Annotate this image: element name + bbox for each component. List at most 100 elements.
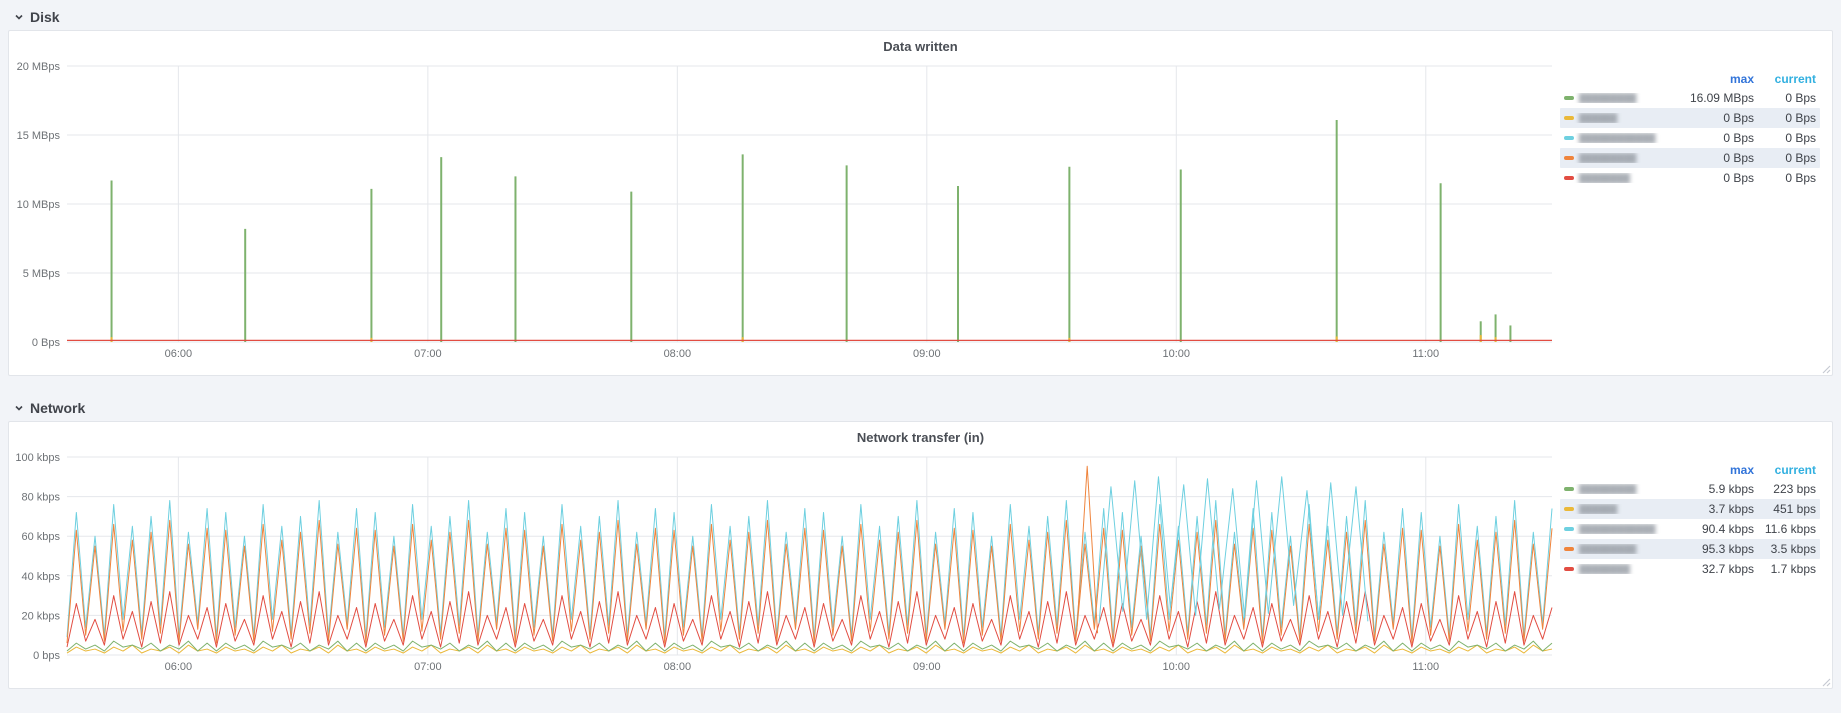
x-axis-label: 08:00: [664, 661, 692, 673]
panel-resize-handle[interactable]: [1822, 678, 1831, 687]
series-name-blurred: █████████: [1579, 544, 1637, 554]
x-axis-label: 06:00: [165, 661, 193, 673]
series-name-blurred: ████████: [1579, 173, 1631, 183]
legend-row[interactable]: █████████ 95.3 kbps 3.5 kbps: [1560, 539, 1820, 559]
panel-row: Data written 06:00 07:00 08:00 09:00 10:00 11:…: [0, 30, 1841, 376]
panel-title[interactable]: Data written: [883, 39, 958, 54]
series-color-swatch: [1564, 176, 1574, 180]
series-name-blurred: █████████: [1579, 153, 1637, 163]
section-header-network[interactable]: Network: [0, 376, 85, 421]
legend-row[interactable]: ██████ 0 Bps 0 Bps: [1560, 108, 1820, 128]
legend-current-value: 0 Bps: [1785, 91, 1816, 105]
legend-series: ████████: [1564, 564, 1666, 574]
x-axis-label: 07:00: [414, 348, 442, 360]
series-color-swatch: [1564, 547, 1574, 551]
series-name-blurred: ████████████: [1579, 524, 1656, 534]
legend-row[interactable]: ██████ 3.7 kbps 451 bps: [1560, 499, 1820, 519]
series-name-blurred: █████████: [1579, 93, 1637, 103]
legend-max-value: 32.7 kbps: [1701, 562, 1754, 576]
legend-row[interactable]: ████████ 0 Bps 0 Bps: [1560, 168, 1820, 188]
legend-current-value: 0 Bps: [1785, 111, 1816, 125]
legend-current-value: 223 bps: [1773, 482, 1816, 496]
legend-series: ████████████: [1564, 524, 1666, 534]
legend-max-value: 0 Bps: [1723, 171, 1754, 185]
legend-header: max current: [1560, 461, 1820, 479]
y-axis-label: 40 kbps: [21, 571, 60, 583]
y-axis-label: 20 MBps: [17, 61, 61, 73]
panel-row: Network transfer (in) 06:00 07:00 08:00 09:0…: [0, 421, 1841, 689]
legend-row[interactable]: ████████ 32.7 kbps 1.7 kbps: [1560, 559, 1820, 579]
legend-current-value: 0 Bps: [1785, 131, 1816, 145]
legend-current-value: 0 Bps: [1785, 171, 1816, 185]
x-axis-label: 09:00: [913, 661, 941, 673]
x-axis-label: 10:00: [1163, 348, 1191, 360]
chart-canvas: 06:00 07:00 08:00 09:00 10:00 11:00 0 Bps 5 MBp…: [17, 61, 1552, 360]
legend-row[interactable]: █████████ 16.09 MBps 0 Bps: [1560, 88, 1820, 108]
series-name-blurred: ████████: [1579, 564, 1631, 574]
legend-col-max[interactable]: max: [1729, 72, 1754, 86]
legend-current-value: 3.5 kbps: [1770, 542, 1816, 556]
chart-canvas: 06:00 07:00 08:00 09:00 10:00 11:00 0 bps 20 kb…: [15, 452, 1553, 673]
legend-row[interactable]: ████████████ 90.4 kbps 11.6 kbps: [1560, 519, 1820, 539]
series-name-blurred: ██████: [1579, 504, 1618, 514]
legend-series: ██████: [1564, 504, 1666, 514]
y-axis-label: 5 MBps: [23, 268, 61, 280]
section-title: Disk: [30, 9, 60, 25]
chart-data-written[interactable]: 06:00 07:00 08:00 09:00 10:00 11:00 0 Bps 5 MBp…: [11, 56, 1558, 364]
legend-max-value: 90.4 kbps: [1701, 522, 1754, 536]
x-axis-label: 06:00: [165, 348, 193, 360]
legend-row[interactable]: █████████ 5.9 kbps 223 bps: [1560, 479, 1820, 499]
legend-current-value: 451 bps: [1773, 502, 1816, 516]
legend-series: █████████: [1564, 153, 1666, 163]
y-axis-label: 20 kbps: [21, 610, 60, 622]
x-axis-label: 09:00: [913, 348, 941, 360]
dashboard: Disk Data written 06:00 07:00 08:00 09:00 10:0…: [0, 0, 1841, 689]
legend-current-value: 11.6 kbps: [1764, 522, 1816, 536]
x-axis-label: 11:00: [1412, 348, 1439, 360]
series-color-swatch: [1564, 527, 1574, 531]
legend: max current █████████ 16.09 MBps 0 Bps ██████…: [1558, 56, 1826, 364]
panel-title[interactable]: Network transfer (in): [856, 430, 985, 445]
legend-max-value: 0 Bps: [1723, 151, 1754, 165]
x-axis-label: 07:00: [414, 661, 442, 673]
legend-series: ████████████: [1564, 133, 1666, 143]
series-color-swatch: [1564, 116, 1574, 120]
legend-series: ██████: [1564, 113, 1666, 123]
x-axis-label: 11:00: [1412, 661, 1439, 673]
y-axis-label: 10 MBps: [17, 199, 61, 211]
series-name-blurred: ██████: [1579, 113, 1618, 123]
panel-body: 06:00 07:00 08:00 09:00 10:00 11:00 0 Bps 5 MBp…: [9, 54, 1832, 364]
chart-network-transfer-in[interactable]: 06:00 07:00 08:00 09:00 10:00 11:00 0 bps 20 kb…: [11, 447, 1558, 677]
legend: max current █████████ 5.9 kbps 223 bps ██████…: [1558, 447, 1826, 677]
y-axis-label: 80 kbps: [21, 492, 60, 504]
series-color-swatch: [1564, 487, 1574, 491]
legend-series: █████████: [1564, 484, 1666, 494]
y-axis-label: 0 Bps: [32, 337, 61, 349]
y-axis-label: 60 kbps: [21, 531, 60, 543]
legend-row[interactable]: ████████████ 0 Bps 0 Bps: [1560, 128, 1820, 148]
section-header-disk[interactable]: Disk: [0, 0, 60, 30]
series-color-swatch: [1564, 507, 1574, 511]
series-name-blurred: █████████: [1579, 484, 1637, 494]
series-name-blurred: ████████████: [1579, 133, 1656, 143]
y-axis-label: 0 bps: [33, 650, 60, 662]
legend-current-value: 0 Bps: [1785, 151, 1816, 165]
legend-col-current[interactable]: current: [1774, 463, 1816, 477]
x-axis-label: 08:00: [664, 348, 692, 360]
legend-series: █████████: [1564, 544, 1666, 554]
legend-max-value: 95.3 kbps: [1701, 542, 1754, 556]
legend-max-value: 0 Bps: [1723, 131, 1754, 145]
series-color-swatch: [1564, 136, 1574, 140]
legend-row[interactable]: █████████ 0 Bps 0 Bps: [1560, 148, 1820, 168]
panel-data-written: Data written 06:00 07:00 08:00 09:00 10:00 11:…: [8, 30, 1833, 376]
legend-col-current[interactable]: current: [1774, 72, 1816, 86]
chevron-down-icon: [15, 405, 23, 411]
legend-col-max[interactable]: max: [1729, 463, 1754, 477]
panel-resize-handle[interactable]: [1822, 365, 1831, 374]
panel-body: 06:00 07:00 08:00 09:00 10:00 11:00 0 bps 20 kb…: [9, 445, 1832, 677]
chevron-down-icon: [15, 14, 23, 20]
legend-max-value: 5.9 kbps: [1708, 482, 1754, 496]
legend-series: █████████: [1564, 93, 1666, 103]
panel-network-transfer-in: Network transfer (in) 06:00 07:00 08:00 09:0…: [8, 421, 1833, 689]
resize-grip-icon: [1822, 678, 1831, 687]
